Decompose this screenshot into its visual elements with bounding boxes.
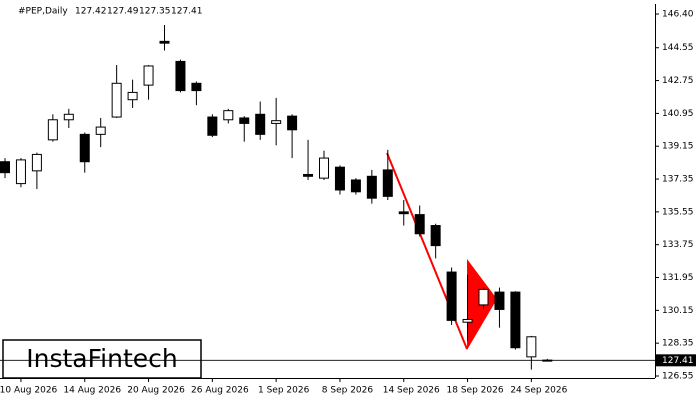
current-price-box xyxy=(656,354,696,367)
y-tick-label: 142.75 xyxy=(662,76,694,86)
y-tick-label: 137.35 xyxy=(662,175,694,185)
body xyxy=(366,175,377,199)
x-tick-label: 1 Sep 2026 xyxy=(258,386,310,396)
body xyxy=(159,40,170,44)
x-tick-label: 20 Aug 2026 xyxy=(127,386,185,396)
body xyxy=(79,133,90,163)
body xyxy=(510,291,521,349)
body xyxy=(271,120,282,124)
header-close: 127.41 xyxy=(171,7,203,17)
body xyxy=(446,271,457,321)
body xyxy=(526,336,537,358)
logo: InstaFintech xyxy=(26,344,178,373)
y-tick-label: 131.95 xyxy=(662,273,694,283)
body xyxy=(95,126,106,135)
logo-box xyxy=(2,339,202,379)
body xyxy=(494,291,505,310)
y-tick-label: 126.55 xyxy=(662,372,694,382)
x-tick-label: 14 Sep 2026 xyxy=(383,386,440,396)
body xyxy=(191,82,202,92)
body xyxy=(31,153,42,172)
y-tick-label: 140.95 xyxy=(662,109,694,119)
body xyxy=(111,82,122,118)
chart-title: #PEP,Daily xyxy=(18,7,68,17)
y-tick-label: 130.15 xyxy=(662,306,694,316)
x-tick-label: 26 Aug 2026 xyxy=(191,386,249,396)
header-high: 127.49 xyxy=(107,7,139,17)
body xyxy=(334,166,345,191)
y-tick-label: 144.55 xyxy=(662,43,694,53)
header-low: 127.35 xyxy=(139,7,171,17)
body xyxy=(223,110,234,121)
body xyxy=(175,60,186,92)
body xyxy=(239,117,250,124)
body xyxy=(0,161,10,174)
y-tick-label: 133.75 xyxy=(662,240,694,250)
body xyxy=(462,318,473,323)
body xyxy=(303,173,314,177)
body xyxy=(414,214,425,235)
y-tick-label: 128.35 xyxy=(662,339,694,349)
body xyxy=(287,115,298,131)
body xyxy=(398,211,409,215)
body xyxy=(63,113,74,121)
body xyxy=(430,225,441,247)
body xyxy=(143,65,154,86)
y-tick-label: 146.40 xyxy=(662,10,694,20)
x-tick-label: 8 Sep 2026 xyxy=(322,386,374,396)
x-tick-label: 18 Sep 2026 xyxy=(447,386,504,396)
body xyxy=(382,169,393,197)
y-tick-label: 139.15 xyxy=(662,142,694,152)
body xyxy=(255,113,266,135)
header-open: 127.42 xyxy=(75,7,107,17)
body xyxy=(478,288,489,306)
candles xyxy=(0,24,553,370)
y-tick-label: 135.55 xyxy=(662,207,694,217)
current-price-label: 127.41 xyxy=(662,356,694,366)
body xyxy=(207,116,218,136)
body xyxy=(127,91,138,101)
body xyxy=(47,119,58,141)
x-tick-label: 24 Sep 2026 xyxy=(510,386,567,396)
body xyxy=(350,179,361,193)
body xyxy=(15,159,26,185)
body xyxy=(319,157,329,179)
x-tick-label: 14 Aug 2026 xyxy=(63,386,121,396)
x-tick-label: 10 Aug 2026 xyxy=(0,386,58,396)
